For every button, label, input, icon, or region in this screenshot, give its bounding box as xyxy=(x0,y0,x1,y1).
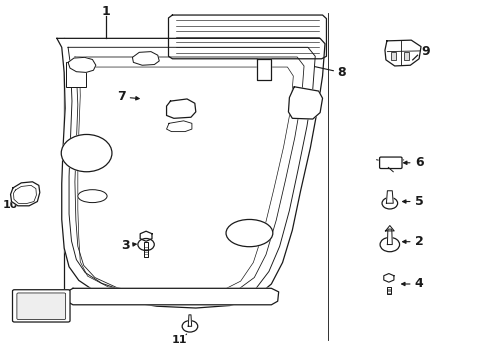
Polygon shape xyxy=(166,99,195,118)
Polygon shape xyxy=(386,229,391,244)
FancyBboxPatch shape xyxy=(379,157,401,168)
Text: 4: 4 xyxy=(414,278,423,291)
Polygon shape xyxy=(11,182,40,206)
Text: 9: 9 xyxy=(421,45,429,58)
Text: 1: 1 xyxy=(101,5,110,18)
Polygon shape xyxy=(132,51,159,65)
Polygon shape xyxy=(168,15,326,59)
Text: 3: 3 xyxy=(121,239,129,252)
Text: 7: 7 xyxy=(117,90,126,103)
Circle shape xyxy=(381,198,397,209)
Bar xyxy=(386,287,390,293)
Polygon shape xyxy=(384,40,420,66)
Circle shape xyxy=(379,237,399,252)
Polygon shape xyxy=(383,274,393,282)
Ellipse shape xyxy=(78,190,107,203)
Polygon shape xyxy=(140,231,152,241)
Text: 8: 8 xyxy=(336,66,345,79)
Polygon shape xyxy=(257,59,270,80)
Bar xyxy=(143,242,148,257)
Text: 10: 10 xyxy=(3,200,18,210)
Bar xyxy=(66,62,85,87)
FancyBboxPatch shape xyxy=(13,290,70,322)
Polygon shape xyxy=(68,57,96,72)
Text: 12: 12 xyxy=(26,306,41,316)
Polygon shape xyxy=(386,191,392,203)
Text: 11: 11 xyxy=(171,334,186,345)
Bar xyxy=(390,52,395,60)
Circle shape xyxy=(138,238,154,251)
Bar xyxy=(404,52,408,60)
FancyBboxPatch shape xyxy=(17,293,65,319)
Polygon shape xyxy=(166,121,191,132)
Ellipse shape xyxy=(225,220,272,247)
Polygon shape xyxy=(57,39,325,308)
Polygon shape xyxy=(288,87,322,119)
Text: 2: 2 xyxy=(414,235,423,248)
Text: 6: 6 xyxy=(414,156,423,169)
Circle shape xyxy=(61,134,112,172)
Text: 5: 5 xyxy=(414,195,423,208)
Polygon shape xyxy=(66,288,278,305)
Circle shape xyxy=(182,320,197,332)
Polygon shape xyxy=(188,315,191,326)
